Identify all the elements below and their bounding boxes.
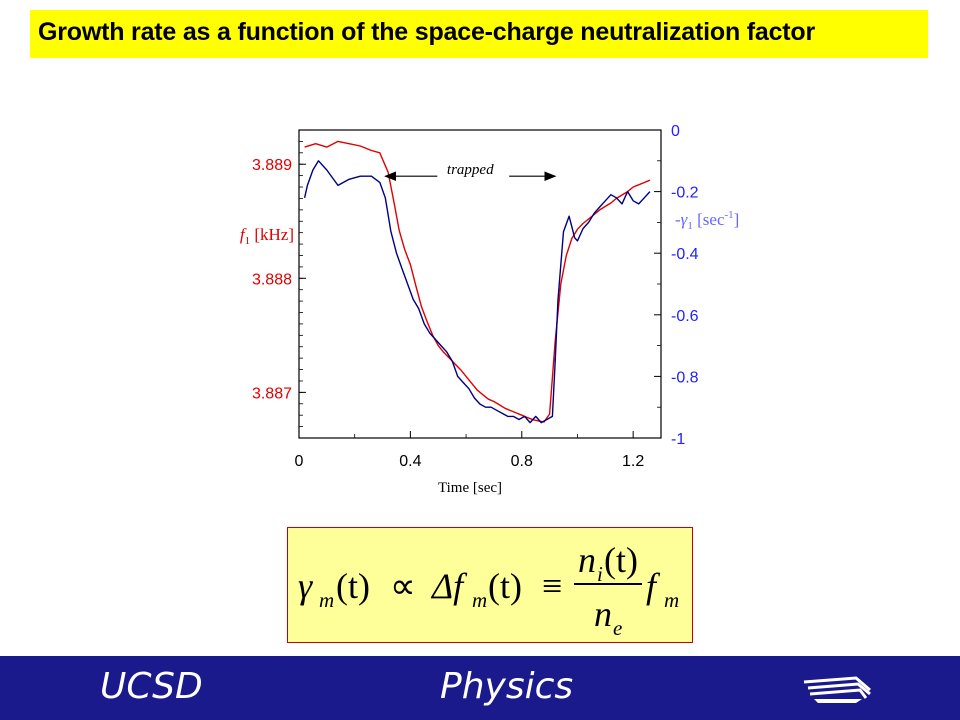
right-tick-label: -1 bbox=[671, 431, 685, 448]
ucsd-logo-icon bbox=[803, 676, 871, 703]
formula-sub-m-3: m bbox=[664, 588, 679, 612]
footer-bar: UCSD Physics bbox=[0, 656, 960, 720]
footer-ucsd: UCSD bbox=[100, 666, 203, 707]
right-tick-label: -0.8 bbox=[671, 369, 699, 386]
series-layer bbox=[303, 140, 651, 424]
right-tick-label: 0 bbox=[671, 123, 680, 140]
left-tick-label: 3.889 bbox=[252, 157, 292, 174]
left-axis-label: f1 [kHz] bbox=[240, 225, 294, 247]
growth-rate-formula: γ m (t) ∝ Δf m (t) ≡ n i (t) n e f m bbox=[298, 540, 679, 640]
formula-box: γ m (t) ∝ Δf m (t) ≡ n i (t) n e f m bbox=[287, 527, 693, 643]
x-tick-label: 1.2 bbox=[622, 453, 644, 470]
left-tick-label: 3.887 bbox=[252, 385, 292, 402]
right-tick-label: -0.4 bbox=[671, 246, 699, 263]
right-axis-label: -γ1 [sec-1] bbox=[675, 209, 739, 232]
formula-t-2: (t) bbox=[488, 566, 522, 606]
growth-rate-chart: 3.889 3.888 3.887 0 -0.2 -0.4 -0.6 -0.8 -1 0 0.4… bbox=[240, 123, 739, 496]
formula-sub-m: m bbox=[319, 588, 334, 612]
formula-propto: ∝ bbox=[390, 566, 416, 606]
right-axis-ticks: 0 -0.2 -0.4 -0.6 -0.8 -1 bbox=[654, 123, 699, 448]
x-tick-label: 0.4 bbox=[399, 453, 421, 470]
formula-sub-i: i bbox=[597, 562, 603, 586]
title-banner: Growth rate as a function of the space-c… bbox=[30, 10, 928, 58]
formula-t-1: (t) bbox=[336, 566, 370, 606]
frequency-series-line bbox=[304, 140, 651, 423]
footer-physics: Physics bbox=[440, 666, 574, 707]
growth-rate-series-line bbox=[303, 160, 651, 424]
formula-t-3: (t) bbox=[604, 540, 638, 580]
slide-title: Growth rate as a function of the space-c… bbox=[38, 18, 816, 46]
x-tick-label: 0.8 bbox=[511, 453, 533, 470]
formula-denominator-n: n bbox=[594, 594, 612, 634]
right-tick-label: -0.6 bbox=[671, 308, 699, 325]
trapped-annotation: trapped bbox=[384, 162, 557, 181]
left-tick-label: 3.888 bbox=[252, 271, 292, 288]
formula-delta-f: Δf bbox=[430, 566, 468, 606]
formula-sub-m-2: m bbox=[472, 588, 487, 612]
x-tick-label: 0 bbox=[295, 453, 304, 470]
formula-sub-e: e bbox=[613, 616, 622, 640]
formula-equiv: ≡ bbox=[542, 566, 562, 606]
x-axis-label: Time [sec] bbox=[438, 480, 502, 496]
bottom-axis-ticks: 0 0.4 0.8 1.2 bbox=[295, 431, 644, 470]
formula-f: f bbox=[646, 566, 661, 606]
right-tick-label: -0.2 bbox=[671, 185, 699, 202]
left-axis-ticks: 3.889 3.888 3.887 bbox=[252, 141, 306, 427]
formula-gamma: γ bbox=[298, 566, 313, 606]
formula-numerator-n: n bbox=[578, 540, 596, 580]
plot-frame bbox=[298, 129, 662, 439]
trapped-label: trapped bbox=[447, 162, 494, 178]
